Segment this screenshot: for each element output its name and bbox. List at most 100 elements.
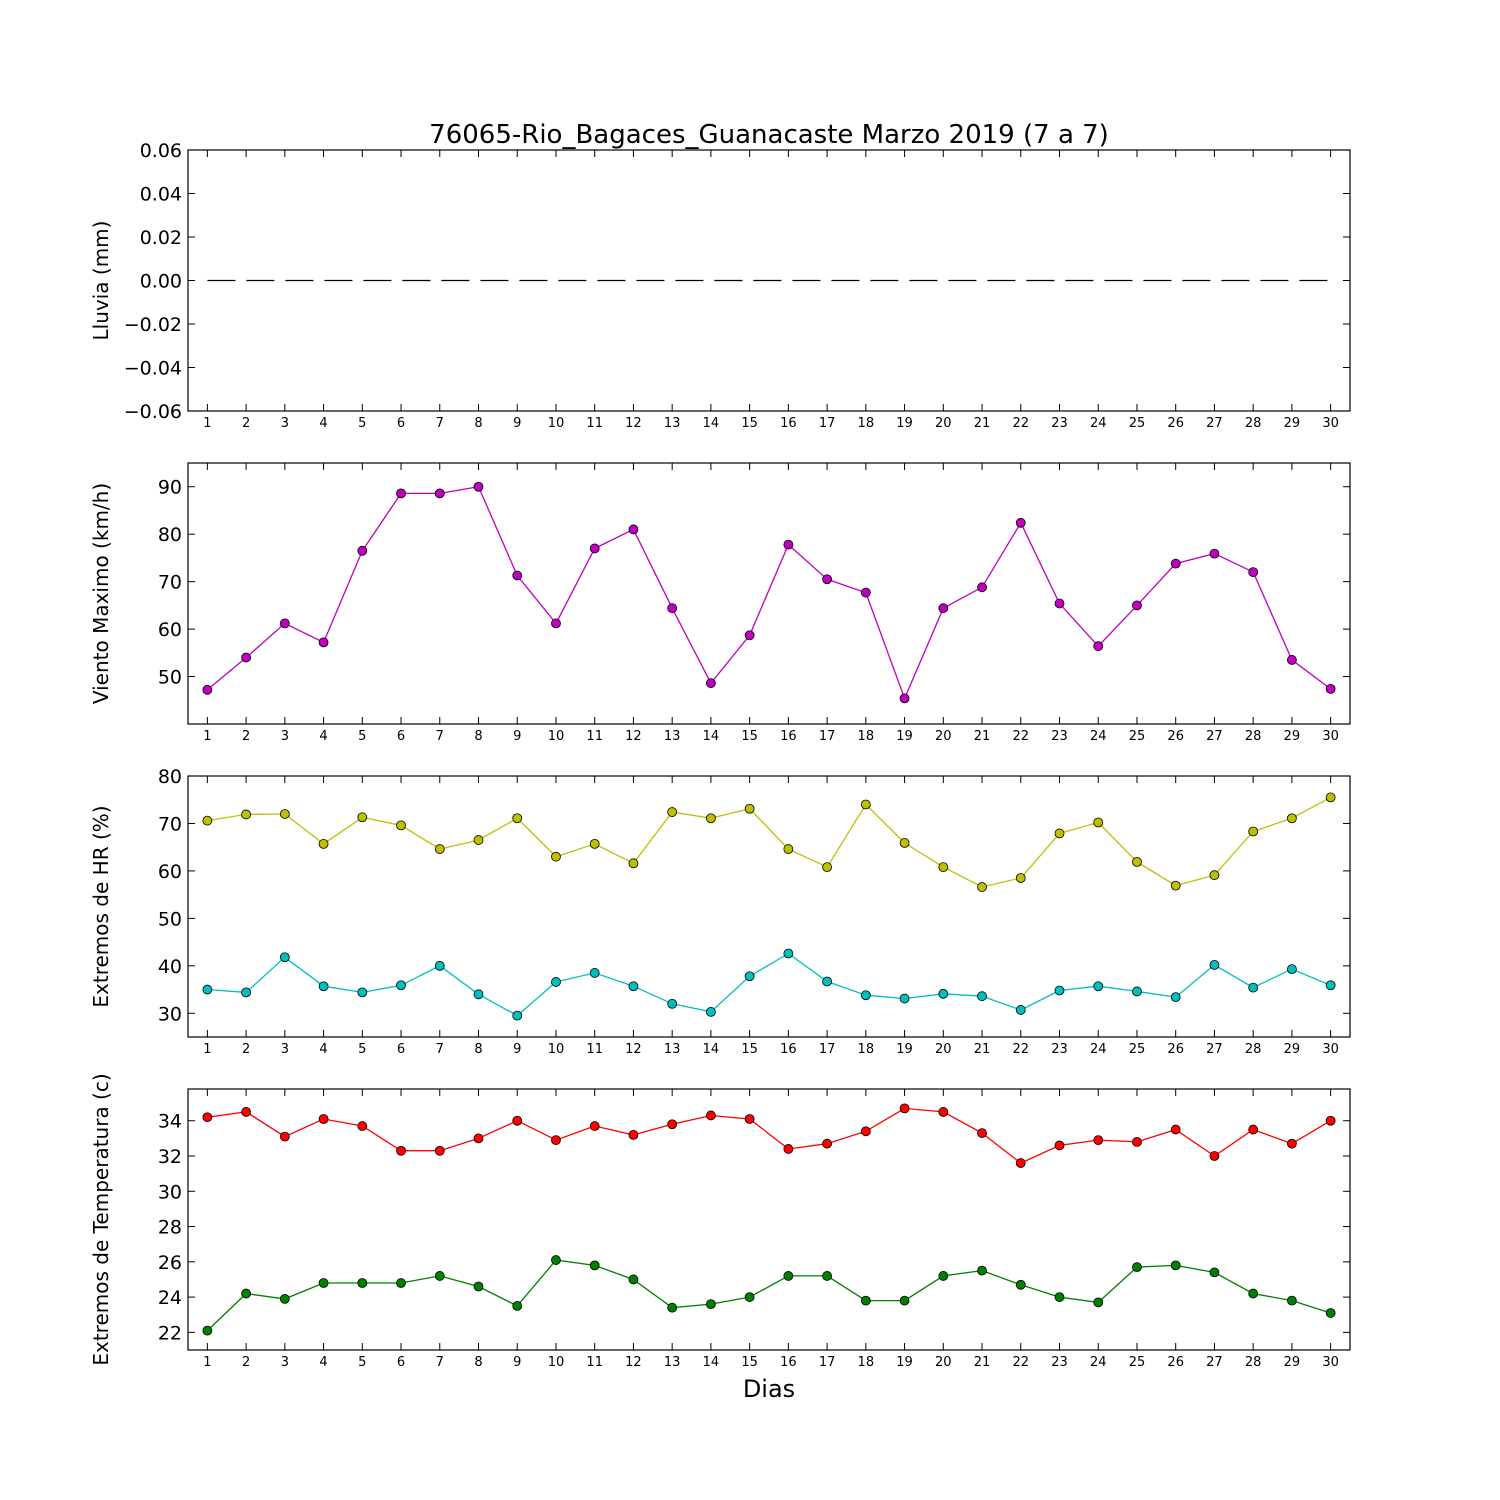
data-point [899, 838, 910, 848]
x-tick-label: 29 [1284, 1355, 1301, 1370]
data-point [318, 838, 329, 849]
series-1 [202, 1103, 1336, 1168]
data-point [202, 1325, 213, 1336]
data-point [512, 813, 523, 824]
x-tick-label: 22 [1012, 729, 1029, 744]
data-point [938, 603, 949, 614]
data-point [1170, 880, 1181, 891]
x-tick-label: 12 [625, 1042, 642, 1057]
data-point [822, 976, 832, 987]
data-point [628, 858, 639, 869]
x-tick-label: 14 [703, 1355, 720, 1370]
data-point [938, 988, 949, 999]
y-axis-label: Extremos de HR (%) [89, 805, 113, 1007]
x-tick-label: 3 [281, 416, 289, 431]
x-tick-label: 26 [1167, 1355, 1184, 1370]
x-tick-label: 1 [203, 416, 211, 431]
data-point [434, 1145, 445, 1156]
data-point [899, 1295, 910, 1306]
y-tick-label: 70 [158, 813, 182, 835]
data-point [279, 618, 290, 629]
x-tick-label: 15 [741, 416, 758, 431]
x-tick-label: 25 [1129, 1042, 1146, 1057]
x-tick-label: 23 [1051, 1042, 1068, 1057]
panel-1: −0.06−0.04−0.020.000.020.040.061 2 3 4 5 6 7 8 9… [89, 140, 1351, 431]
data-point [1209, 870, 1220, 881]
data-point [241, 1107, 252, 1117]
x-tick-label: 9 [513, 416, 521, 431]
data-point [241, 1288, 252, 1299]
data-point [977, 582, 987, 593]
x-tick-label: 18 [858, 416, 875, 431]
data-point [1325, 980, 1336, 991]
data-point [1287, 1295, 1297, 1306]
data-point [783, 948, 794, 959]
data-point [241, 987, 252, 998]
x-tick-label: 16 [780, 416, 797, 431]
x-tick-label: 22 [1012, 1042, 1029, 1057]
axes-frame [187, 462, 1351, 725]
data-point [667, 998, 678, 1009]
data-point [512, 570, 523, 581]
data-point [1054, 1292, 1065, 1302]
x-tick-label: 16 [780, 1042, 797, 1057]
series-1 [202, 481, 1336, 704]
x-axis-label: Dias [743, 1375, 795, 1403]
data-point [744, 630, 755, 641]
x-tick-label: 21 [974, 1042, 991, 1057]
data-point [318, 1114, 329, 1124]
x-tick-label: 9 [513, 1355, 521, 1370]
data-point [396, 980, 406, 991]
data-point [279, 1131, 290, 1142]
x-tick-label: 15 [741, 1042, 758, 1057]
data-point [1093, 1135, 1104, 1146]
data-point [279, 809, 290, 819]
data-point [1287, 813, 1297, 824]
x-tick-label: 12 [625, 729, 642, 744]
x-tick-label: 6 [397, 1355, 405, 1370]
data-point [822, 1138, 832, 1149]
series-line [207, 952, 1331, 1017]
x-tick-label: 17 [819, 1042, 836, 1057]
series-line [206, 485, 1331, 701]
x-tick-label: 20 [935, 1042, 952, 1057]
data-point [706, 1006, 716, 1017]
data-point [318, 1278, 329, 1288]
x-tick-label: 23 [1051, 416, 1068, 431]
x-tick-label: 4 [319, 1042, 327, 1057]
x-tick-label: 2 [242, 1355, 250, 1370]
x-tick-label: 23 [1051, 729, 1068, 744]
data-point [512, 1115, 523, 1126]
data-point [357, 545, 368, 556]
x-tick-label: 29 [1284, 416, 1301, 431]
data-point [318, 981, 329, 992]
x-tick-label: 1 [203, 729, 211, 744]
y-tick-label: 0.02 [140, 227, 182, 249]
data-point [241, 652, 252, 663]
data-point [1015, 873, 1026, 883]
x-tick-label: 5 [358, 1042, 366, 1057]
x-tick-label: 2 [242, 1042, 250, 1057]
data-point [977, 1128, 987, 1138]
x-tick-label: 28 [1245, 729, 1262, 744]
x-tick-label: 20 [935, 729, 952, 744]
data-point [1325, 683, 1336, 694]
x-tick-label: 12 [625, 1355, 642, 1370]
y-tick-label: 0.04 [140, 184, 182, 206]
x-tick-label: 13 [664, 416, 681, 431]
x-tick-label: 27 [1206, 1355, 1223, 1370]
x-tick-label: 28 [1245, 416, 1262, 431]
data-point [628, 981, 639, 992]
panels: −0.06−0.04−0.020.000.020.040.061 2 3 4 5 6 7 8 9… [89, 140, 1351, 1370]
x-tick-label: 17 [819, 416, 836, 431]
data-point [1015, 517, 1026, 528]
data-point [628, 1274, 639, 1285]
x-tick-label: 30 [1322, 1355, 1339, 1370]
data-point [241, 809, 252, 820]
axes-frame [187, 775, 1351, 1038]
data-point [357, 1121, 368, 1131]
x-tick-label: 17 [819, 1355, 836, 1370]
series-line [207, 1107, 1331, 1164]
x-tick-label: 10 [548, 729, 565, 744]
data-point [589, 543, 600, 554]
